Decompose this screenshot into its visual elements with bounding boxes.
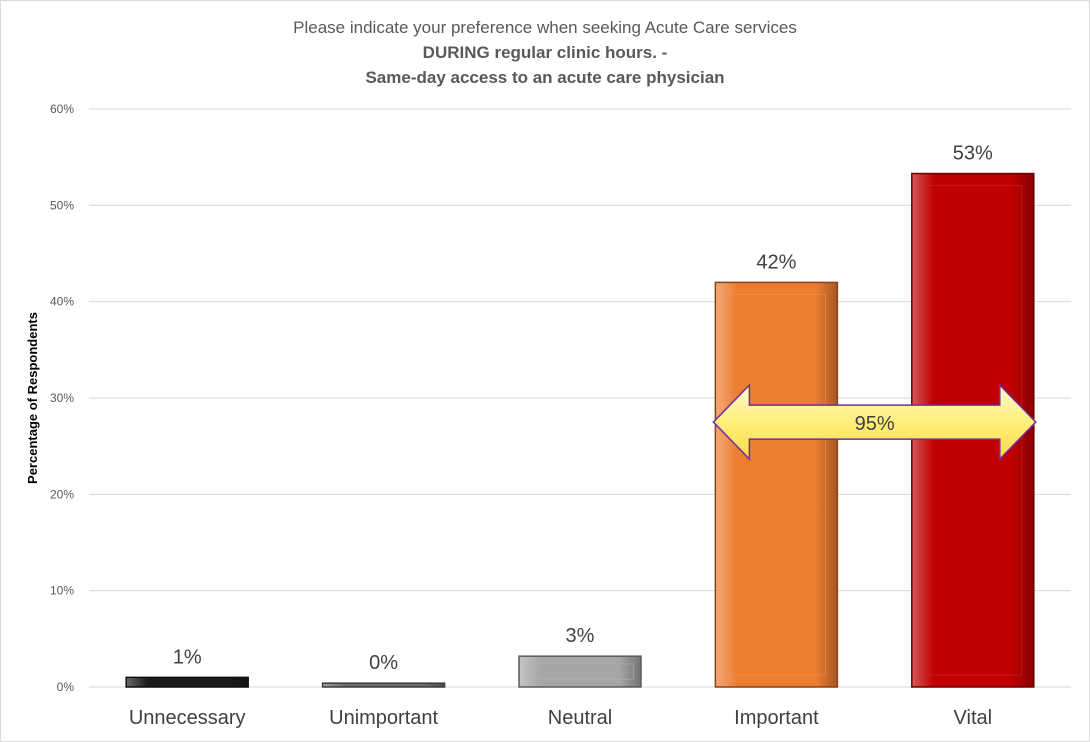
- data-label: 3%: [566, 625, 595, 647]
- x-tick-label: Neutral: [548, 707, 612, 729]
- chart-title-line: Same-day access to an acute care physici…: [365, 68, 724, 87]
- x-tick-label: Unimportant: [329, 707, 438, 729]
- annotation-label: 95%: [855, 413, 895, 435]
- data-label: 0%: [369, 652, 398, 674]
- bar-unimportant: [321, 682, 446, 688]
- bar-important: [714, 281, 839, 688]
- data-label: 53%: [953, 143, 993, 165]
- x-tick-label: Unnecessary: [129, 707, 246, 729]
- y-tick-label: 40%: [50, 295, 74, 309]
- bar-neutral: [518, 655, 642, 688]
- y-tick-label: 20%: [50, 487, 74, 501]
- y-tick-label: 30%: [50, 391, 74, 405]
- x-tick-label: Vital: [954, 707, 993, 729]
- y-tick-label: 50%: [50, 198, 74, 212]
- bar-bevel: [726, 293, 826, 676]
- chart-title-line: Please indicate your preference when see…: [293, 18, 797, 37]
- chart-title-line: DURING regular clinic hours. -: [423, 43, 668, 62]
- double-arrow-annotation: [712, 383, 1037, 461]
- y-axis-label: Percentage of Respondents: [25, 312, 40, 484]
- data-label: 42%: [756, 251, 796, 273]
- data-label: 1%: [173, 646, 202, 668]
- y-tick-label: 60%: [50, 102, 74, 116]
- bar-bevel: [526, 663, 634, 680]
- y-tick-label: 10%: [50, 584, 74, 598]
- y-tick-label: 0%: [57, 680, 75, 694]
- bar-unnecessary: [125, 676, 249, 688]
- x-tick-label: Important: [734, 707, 819, 729]
